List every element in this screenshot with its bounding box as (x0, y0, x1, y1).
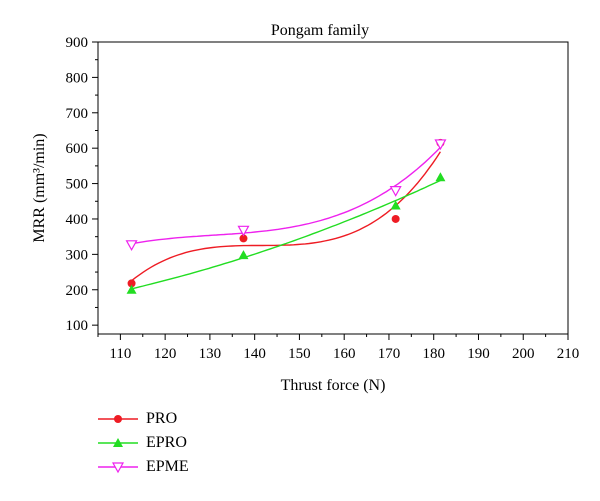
x-tick-label: 150 (288, 346, 311, 362)
x-axis-label: Thrust force (N) (281, 377, 386, 394)
data-point-epme (125, 240, 138, 252)
series-line-epme (131, 146, 441, 245)
y-tick-label: 700 (66, 106, 89, 122)
y-tick-label: 200 (66, 283, 89, 299)
y-axis: 100 200 300 400 500 600 700 800 900 (66, 35, 98, 334)
y-tick-label: 400 (66, 212, 89, 228)
y-tick-label: 100 (66, 318, 89, 334)
x-tick-label: 160 (333, 346, 356, 362)
plot-area (97, 41, 569, 335)
series-line-epro (131, 179, 441, 290)
fit-curves (131, 146, 441, 290)
legend-label-pro: PRO (146, 410, 178, 427)
y-tick-label: 800 (66, 70, 89, 86)
chart-title: Pongam family (271, 22, 369, 39)
x-tick-label: 130 (199, 346, 222, 362)
x-tick-label: 180 (422, 346, 445, 362)
data-point-epro (435, 172, 446, 182)
legend-item-epro: EPRO (96, 432, 256, 454)
legend-swatch-epme (98, 462, 138, 474)
y-tick-label: 500 (66, 177, 89, 193)
y-tick-label: 600 (66, 141, 89, 157)
y-axis-label: MRR (mm³/min) (31, 133, 48, 242)
x-tick-label: 200 (512, 346, 535, 362)
legend-item-pro: PRO (96, 408, 256, 430)
x-tick-label: 190 (467, 346, 490, 362)
data-point-epme (434, 139, 447, 151)
legend-swatch-pro (98, 415, 138, 423)
legend-swatch-epro (98, 438, 138, 447)
data-point-pro (127, 279, 136, 288)
x-axis: 110 120 130 140 150 160 170 180 190 200 210 (97, 334, 580, 362)
x-tick-label: 170 (378, 346, 401, 362)
data-point-epro (238, 250, 249, 260)
legend-item-epme: EPME (96, 456, 256, 478)
legend: PRO EPRO EPME (96, 408, 256, 480)
x-tick-label: 140 (243, 346, 266, 362)
data-point-epro (126, 284, 137, 294)
x-tick-label: 120 (154, 346, 177, 362)
y-tick-label: 900 (66, 35, 89, 51)
legend-label-epro: EPRO (146, 434, 187, 451)
data-point-pro (239, 234, 248, 243)
legend-label-epme: EPME (146, 458, 189, 475)
x-tick-label: 110 (109, 346, 131, 362)
data-point-epme (237, 225, 250, 237)
y-tick-label: 300 (66, 247, 89, 263)
chart: Pongam family 110 120 130 140 150 160 170 180 19… (31, 22, 580, 394)
x-tick-label: 210 (557, 346, 580, 362)
data-point-epro (390, 200, 401, 210)
series-line-pro (131, 151, 441, 282)
data-point-epme (389, 186, 402, 197)
data-point-pro (391, 214, 400, 223)
data-markers (125, 138, 447, 294)
